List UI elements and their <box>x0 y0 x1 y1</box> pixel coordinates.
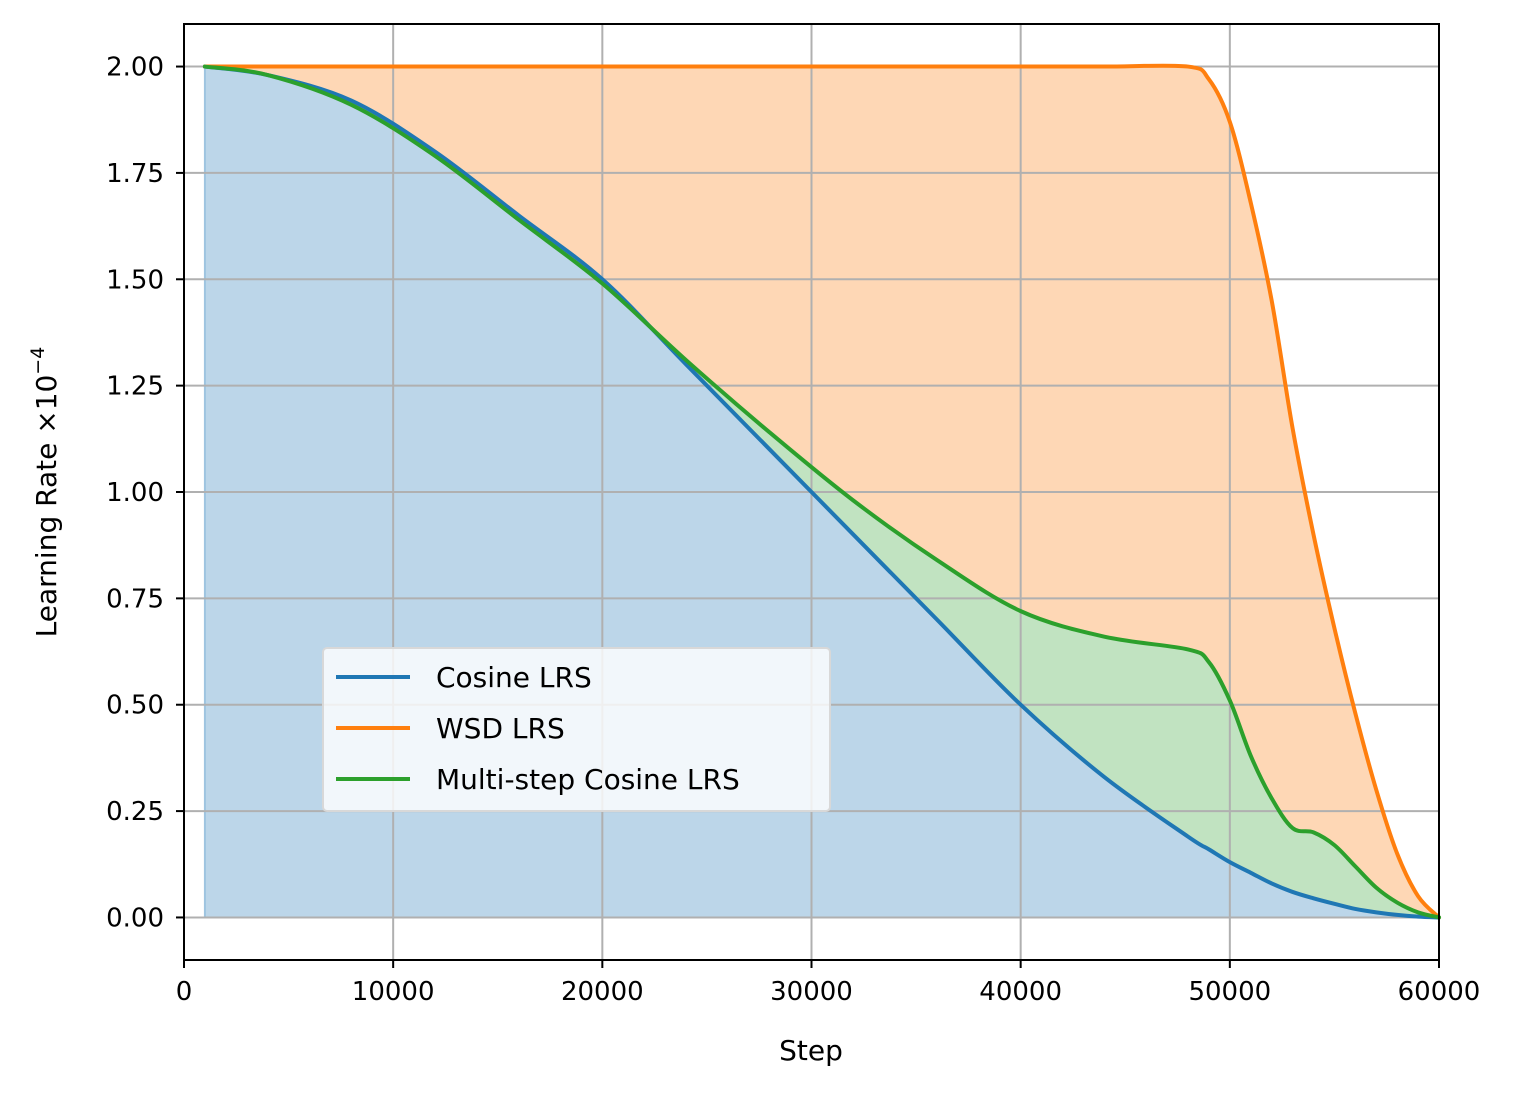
y-tick-label: 0.25 <box>106 797 164 827</box>
series-line-1 <box>202 63 1441 920</box>
legend-label-2: Multi-step Cosine LRS <box>436 763 740 796</box>
series-lines <box>202 63 1441 920</box>
x-tick-label: 40000 <box>979 977 1062 1007</box>
y-axis-ticks: 0.00 0.25 0.50 0.75 1.00 1.25 1.50 1.75 2.00 <box>106 53 184 933</box>
y-tick-label: 1.75 <box>106 159 164 189</box>
x-axis-ticks: 0 10000 20000 30000 40000 50000 60000 <box>176 960 1481 1007</box>
y-tick-label: 0.00 <box>106 903 164 933</box>
y-axis-label-text: Learning Rate ×10 <box>30 375 63 638</box>
y-tick-label: 0.50 <box>106 691 164 721</box>
y-tick-label: 1.25 <box>106 372 164 402</box>
y-tick-label: 0.75 <box>106 584 164 614</box>
legend-label-0: Cosine LRS <box>436 661 592 694</box>
y-axis-label: Learning Rate ×10−4 <box>27 347 63 638</box>
x-tick-label: 20000 <box>561 977 644 1007</box>
x-axis-label: Step <box>779 1034 843 1067</box>
y-tick-label: 1.00 <box>106 478 164 508</box>
legend-box <box>322 647 831 812</box>
series-line-0 <box>202 64 1441 920</box>
y-tick-label: 2.00 <box>106 53 164 83</box>
x-tick-label: 0 <box>176 977 193 1007</box>
y-tick-label: 1.50 <box>106 265 164 295</box>
x-tick-label: 30000 <box>770 977 853 1007</box>
series-line-2 <box>202 64 1441 920</box>
x-tick-label: 10000 <box>352 977 435 1007</box>
y-axis-label-exponent: −4 <box>27 347 49 375</box>
x-tick-label: 60000 <box>1398 977 1481 1007</box>
legend-label-1: WSD LRS <box>436 712 565 745</box>
x-tick-label: 50000 <box>1188 977 1271 1007</box>
legend: Cosine LRS WSD LRS Multi-step Cosine LRS <box>322 647 831 812</box>
